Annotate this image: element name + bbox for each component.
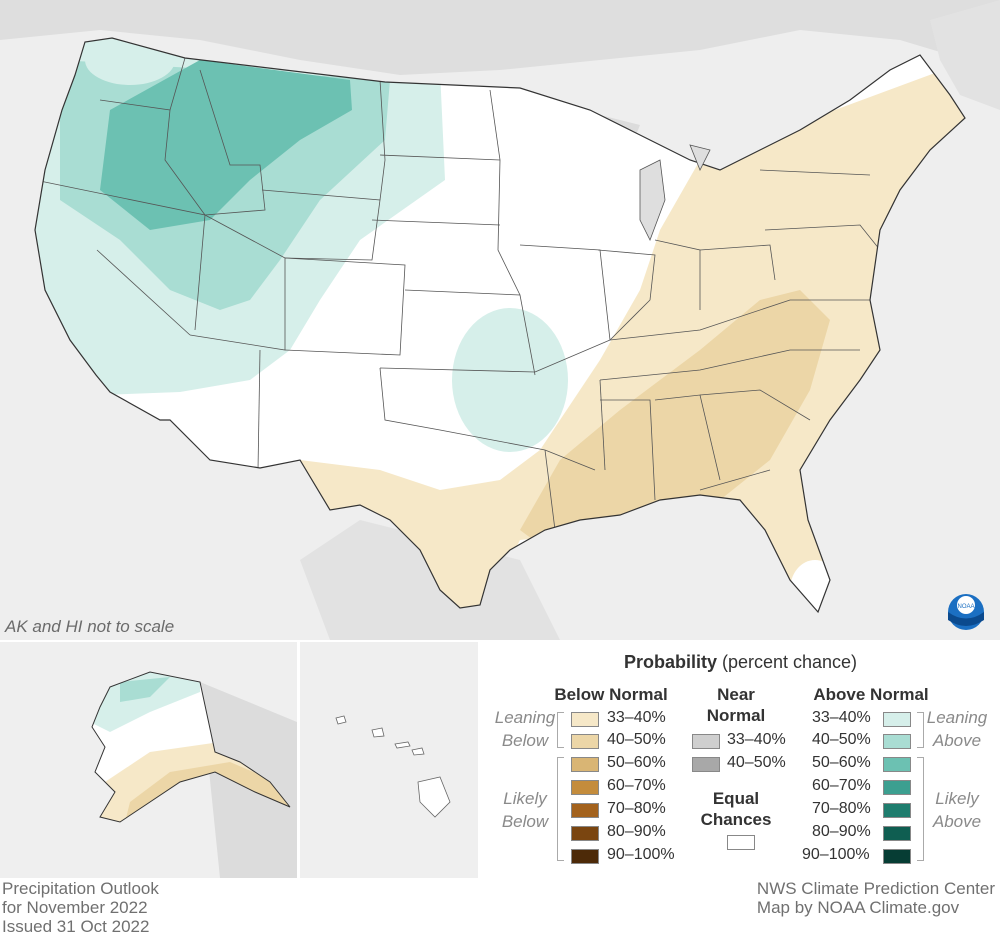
pct-label: 70–80% [812,800,871,817]
bracket [557,757,564,861]
hawaii-inset [300,642,478,878]
equal-chances-header: Equal Chances [700,789,772,829]
scale-note: AK and HI not to scale [4,617,174,636]
near-normal-header: Near Normal [706,685,766,725]
swatch-above-40-50 [883,734,911,749]
outlook-info: Precipitation Outlook for November 2022 … [2,879,159,936]
pct-label: 60–70% [607,777,666,794]
swatch-above-60-70 [883,780,911,795]
pct-label: 40–50% [812,731,871,748]
swatch-equal-chances [727,835,755,850]
alaska-inset [0,642,297,878]
above-normal-header: Above Normal [813,685,929,704]
pct-label: 40–50% [727,754,786,771]
swatch-above-70-80 [883,803,911,818]
pct-label: 50–60% [812,754,871,771]
pct-label: 33–40% [727,731,786,748]
legend-title: Probability (percent chance) [623,652,858,672]
swatch-above-80-90 [883,826,911,841]
leaning-above-label: Leaning Above [926,708,988,750]
pct-label: 60–70% [812,777,871,794]
pct-label: 70–80% [607,800,666,817]
swatch-below-90-100 [571,849,599,864]
pct-label: 80–90% [812,823,871,840]
below-normal-header: Below Normal [554,685,668,704]
pct-label: 50–60% [607,754,666,771]
swatch-below-33-40 [571,712,599,727]
bracket [917,757,924,861]
noaa-logo: NOAA [948,594,984,630]
pct-label: 90–100% [607,846,675,863]
legend: Probability (percent chance) Below Norma… [481,642,1000,878]
swatch-below-80-90 [571,826,599,841]
bracket [917,712,924,748]
swatch-near-40-50 [692,757,720,772]
swatch-above-33-40 [883,712,911,727]
pct-label: 90–100% [802,846,870,863]
swatch-above-50-60 [883,757,911,772]
svg-text:NOAA: NOAA [957,604,974,610]
swatch-below-60-70 [571,780,599,795]
swatch-below-40-50 [571,734,599,749]
bracket [557,712,564,748]
likely-above-label: Likely Above [932,789,982,831]
credit: NWS Climate Prediction Center Map by NOA… [756,879,995,917]
swatch-above-90-100 [883,849,911,864]
likely-below-label: Likely Below [501,789,549,831]
swatch-near-33-40 [692,734,720,749]
pct-label: 40–50% [607,731,666,748]
leaning-below-label: Leaning Below [494,708,556,750]
swatch-below-50-60 [571,757,599,772]
pct-label: 33–40% [812,709,871,726]
pct-label: 33–40% [607,709,666,726]
conus-map: AK and HI not to scale NOAA [0,0,1000,640]
pct-label: 80–90% [607,823,666,840]
swatch-below-70-80 [571,803,599,818]
